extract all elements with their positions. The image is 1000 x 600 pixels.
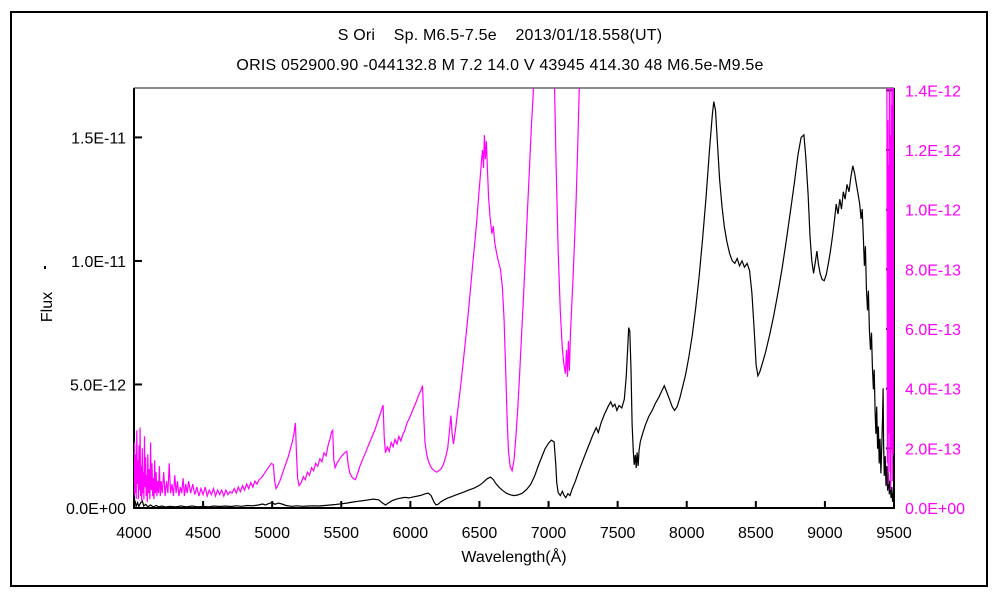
x-tick-label: 5000 [254,525,290,542]
x-tick-label: 8500 [738,525,774,542]
chart-outer-border [10,11,988,587]
chart-title: S Ori Sp. M6.5-7.5e 2013/01/18.558(UT) [337,27,663,44]
y-right-tick-label: 2.0E-13 [905,441,961,458]
y-right-tick-label: 6.0E-13 [905,322,961,339]
x-tick-label: 6000 [393,525,429,542]
x-tick-label: 4500 [185,525,221,542]
flux-spectrum-magenta [134,88,894,503]
chart-subtitle: ORIS 052900.90 -044132.8 M 7.2 14.0 V 43… [236,57,764,74]
y-right-tick-label: 1.0E-12 [905,203,961,220]
x-tick-label: 5500 [323,525,359,542]
x-tick-label: 9000 [807,525,843,542]
y-right-tick-label: 1.2E-12 [905,143,961,160]
x-axis-label-wavelength: Wavelength(Å) [461,549,567,566]
stray-mark [44,266,46,269]
y-left-tick-label: 1.5E-11 [71,130,126,147]
y-right-tick-label: 0.0E+00 [905,501,965,518]
y-left-tick-label: 0.0E+00 [66,501,126,518]
y-left-tick-label: 5.0E-12 [70,377,126,394]
y-right-tick-label: 8.0E-13 [905,262,961,279]
plot-frame [133,88,895,509]
y-right-tick-label: 1.4E-12 [905,83,961,100]
x-tick-label: 7000 [531,525,567,542]
x-tick-label: 8000 [669,525,705,542]
y-right-tick-label: 4.0E-13 [905,382,961,399]
flux-spectrum-black [134,101,894,509]
x-tick-label: 7500 [600,525,636,542]
x-tick-label: 4000 [116,525,152,542]
y-left-tick-label: 1.0E-11 [71,254,126,271]
x-tick-label: 9500 [876,525,912,542]
x-tick-label: 6500 [462,525,498,542]
